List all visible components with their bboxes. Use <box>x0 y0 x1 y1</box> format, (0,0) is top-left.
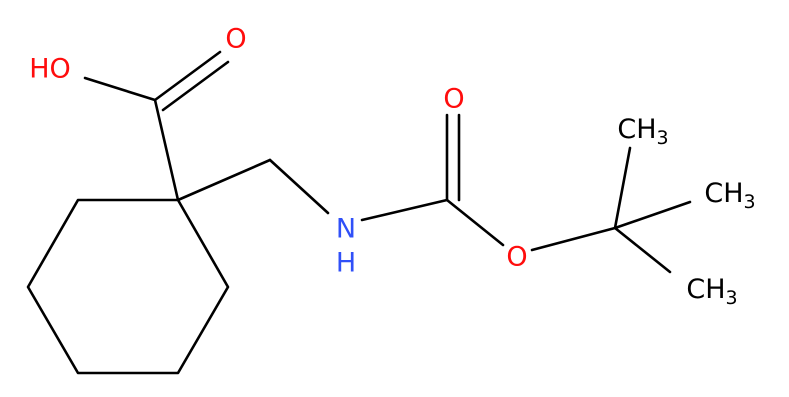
cyclohexane-ring <box>26 198 230 375</box>
bond <box>153 98 180 202</box>
bond <box>83 76 157 102</box>
double-bond <box>161 60 230 112</box>
atom-label: O <box>506 242 527 273</box>
bond <box>613 200 692 230</box>
atom-subscript: 3 <box>744 191 756 213</box>
bond <box>268 158 330 215</box>
bond <box>445 198 505 247</box>
atom-subscript: 3 <box>726 287 738 309</box>
atom-label: CH3 <box>704 178 755 213</box>
bond <box>613 146 632 230</box>
atom-labels: HO O N H O O CH3 CH3 CH3 <box>29 24 755 309</box>
double-bond <box>153 50 222 102</box>
bond <box>613 226 672 274</box>
atom-label: O <box>443 84 464 115</box>
atom-subscript: 3 <box>657 127 669 149</box>
atom-label: HO <box>29 54 71 85</box>
atom-symbol: CH <box>704 178 743 209</box>
atom-label: H <box>336 248 356 279</box>
atom-label: O <box>225 24 246 55</box>
atom-label: CH3 <box>686 274 737 309</box>
bond <box>360 198 449 222</box>
bond <box>176 158 272 202</box>
atom-label: N <box>336 214 356 245</box>
bonds <box>26 50 692 375</box>
atom-symbol: CH <box>617 114 656 145</box>
bond <box>530 226 617 252</box>
atom-symbol: CH <box>686 274 725 305</box>
atom-label: CH3 <box>617 114 668 149</box>
